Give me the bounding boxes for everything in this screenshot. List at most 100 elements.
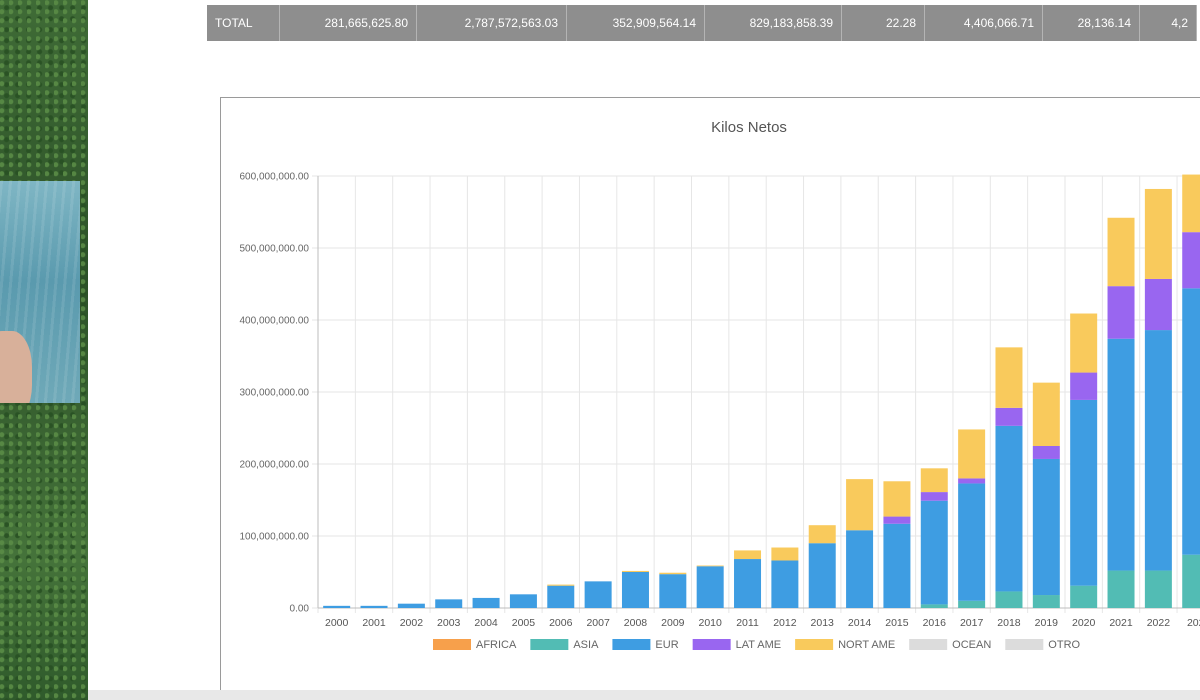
totals-cell: 22.28 [841, 5, 925, 41]
bar-segment-eur [920, 500, 948, 605]
legend-swatch [692, 639, 731, 650]
bar-segment-lat-ame [920, 492, 948, 501]
totals-table: TOTAL 281,665,625.80 2,787,572,563.03 35… [207, 5, 1197, 41]
totals-cell: 4,2 [1139, 5, 1197, 41]
x-tick-label: 2022 [1147, 617, 1171, 629]
legend-swatch [612, 639, 651, 650]
bar-segment-eur [1107, 338, 1135, 571]
bar-segment-eur [360, 605, 388, 608]
x-tick-label: 2005 [512, 617, 536, 629]
bar-segment-eur [509, 594, 537, 608]
bar-segment-nort-ame [621, 570, 649, 572]
bar-segment-eur [472, 597, 500, 608]
bar-segment-nort-ame [659, 572, 687, 575]
totals-cell: 352,909,564.14 [566, 5, 705, 41]
legend-swatch [795, 639, 834, 650]
bar-segment-eur [696, 566, 724, 608]
stacked-bar-chart: Kilos Netos 0.00 100,000,000.00 200,000,000… [239, 119, 1200, 651]
x-tick-label: 2004 [474, 617, 498, 629]
x-tick-label: 2009 [661, 617, 685, 629]
legend-label: ASIA [573, 639, 599, 651]
bar-segment-lat-ame [1107, 286, 1135, 339]
x-tick-label: 2002 [400, 617, 424, 629]
y-tick-label: 600,000,000.00 [239, 172, 309, 183]
legend-label: LAT AME [736, 639, 781, 651]
bar-segment-nort-ame [1032, 382, 1060, 446]
legend-label: OTRO [1048, 639, 1080, 651]
webcam-video [0, 181, 80, 403]
bar-segment-lat-ame [883, 516, 911, 524]
bar-segment-nort-ame [547, 584, 575, 586]
bar-segment-nort-ame [771, 547, 799, 561]
bar-segment-nort-ame [920, 468, 948, 493]
bar-segment-nort-ame [958, 429, 986, 479]
x-tick-label: 2012 [773, 617, 797, 629]
x-tick-label: 2017 [960, 617, 984, 629]
bar-segment-lat-ame [1182, 232, 1200, 289]
y-tick-label: 100,000,000.00 [239, 532, 309, 543]
bottom-scrollbar[interactable] [88, 690, 1200, 700]
bar-segment-asia [920, 604, 948, 608]
bar-segment-asia [1182, 554, 1200, 608]
x-tick-label: 2021 [1109, 617, 1133, 629]
legend-label: AFRICA [476, 639, 517, 651]
x-tick-label: 2016 [923, 617, 947, 629]
x-tick-label: 2003 [437, 617, 461, 629]
bar-segment-nort-ame [1107, 217, 1135, 287]
bar-segment-asia [1144, 570, 1172, 608]
bar-segment-eur [659, 574, 687, 608]
x-tick-label: 2010 [698, 617, 722, 629]
legend-label: EUR [655, 639, 678, 651]
bar-segment-eur [883, 523, 911, 608]
bar-segment-nort-ame [1070, 313, 1098, 373]
x-tick-label: 2008 [624, 617, 648, 629]
bar-segment-eur [547, 585, 575, 608]
totals-cell: 4,406,066.71 [924, 5, 1043, 41]
bar-segment-eur [1032, 458, 1060, 596]
y-tick-label: 300,000,000.00 [239, 388, 309, 399]
x-tick-label: 2019 [1035, 617, 1059, 629]
x-tick-label: 2000 [325, 617, 349, 629]
x-tick-label: 2011 [736, 617, 759, 629]
bar-segment-eur [958, 483, 986, 601]
chart-title: Kilos Netos [711, 119, 787, 136]
bar-segment-eur [621, 572, 649, 608]
x-tick-label: 2001 [362, 617, 386, 629]
bar-segment-lat-ame [958, 478, 986, 484]
bar-segment-asia [995, 591, 1023, 608]
bar-segment-nort-ame [995, 347, 1023, 408]
totals-cell: 28,136.14 [1042, 5, 1140, 41]
bar-segment-nort-ame [734, 550, 762, 560]
bar-segment-eur [584, 581, 612, 608]
bar-segment-nort-ame [846, 479, 874, 531]
bar-segment-eur [1144, 330, 1172, 571]
totals-cell: 281,665,625.80 [279, 5, 417, 41]
bar-segment-eur [846, 530, 874, 608]
x-tick-label: 2014 [848, 617, 872, 629]
y-tick-label: 400,000,000.00 [239, 316, 309, 327]
y-tick-label: 0.00 [290, 604, 310, 615]
bar-segment-nort-ame [1182, 174, 1200, 233]
bar-segment-asia [1070, 585, 1098, 608]
bar-segment-lat-ame [995, 407, 1023, 426]
chart-panel: Kilos Netos 0.00 100,000,000.00 200,000,000… [220, 97, 1200, 699]
bar-segment-asia [1032, 595, 1060, 608]
bar-segment-eur [808, 543, 836, 608]
bar-segment-nort-ame [696, 565, 724, 567]
bar-segment-lat-ame [1070, 372, 1098, 400]
bar-segment-lat-ame [1032, 446, 1060, 459]
legend-swatch [433, 639, 471, 650]
bar-segment-eur [397, 603, 425, 608]
x-tick-label: 2013 [811, 617, 835, 629]
legend-label: NORT AME [838, 639, 895, 651]
x-tick-label: 2006 [549, 617, 573, 629]
totals-label: TOTAL [207, 5, 280, 41]
totals-cell: 829,183,858.39 [704, 5, 842, 41]
totals-cell: 2,787,572,563.03 [416, 5, 567, 41]
y-tick-label: 200,000,000.00 [239, 460, 309, 471]
x-tick-label: 2007 [586, 617, 610, 629]
x-tick-label: 202 [1187, 617, 1200, 629]
x-tick-label: 2020 [1072, 617, 1096, 629]
bar-segment-nort-ame [1144, 188, 1172, 279]
bar-segment-eur [435, 599, 463, 608]
